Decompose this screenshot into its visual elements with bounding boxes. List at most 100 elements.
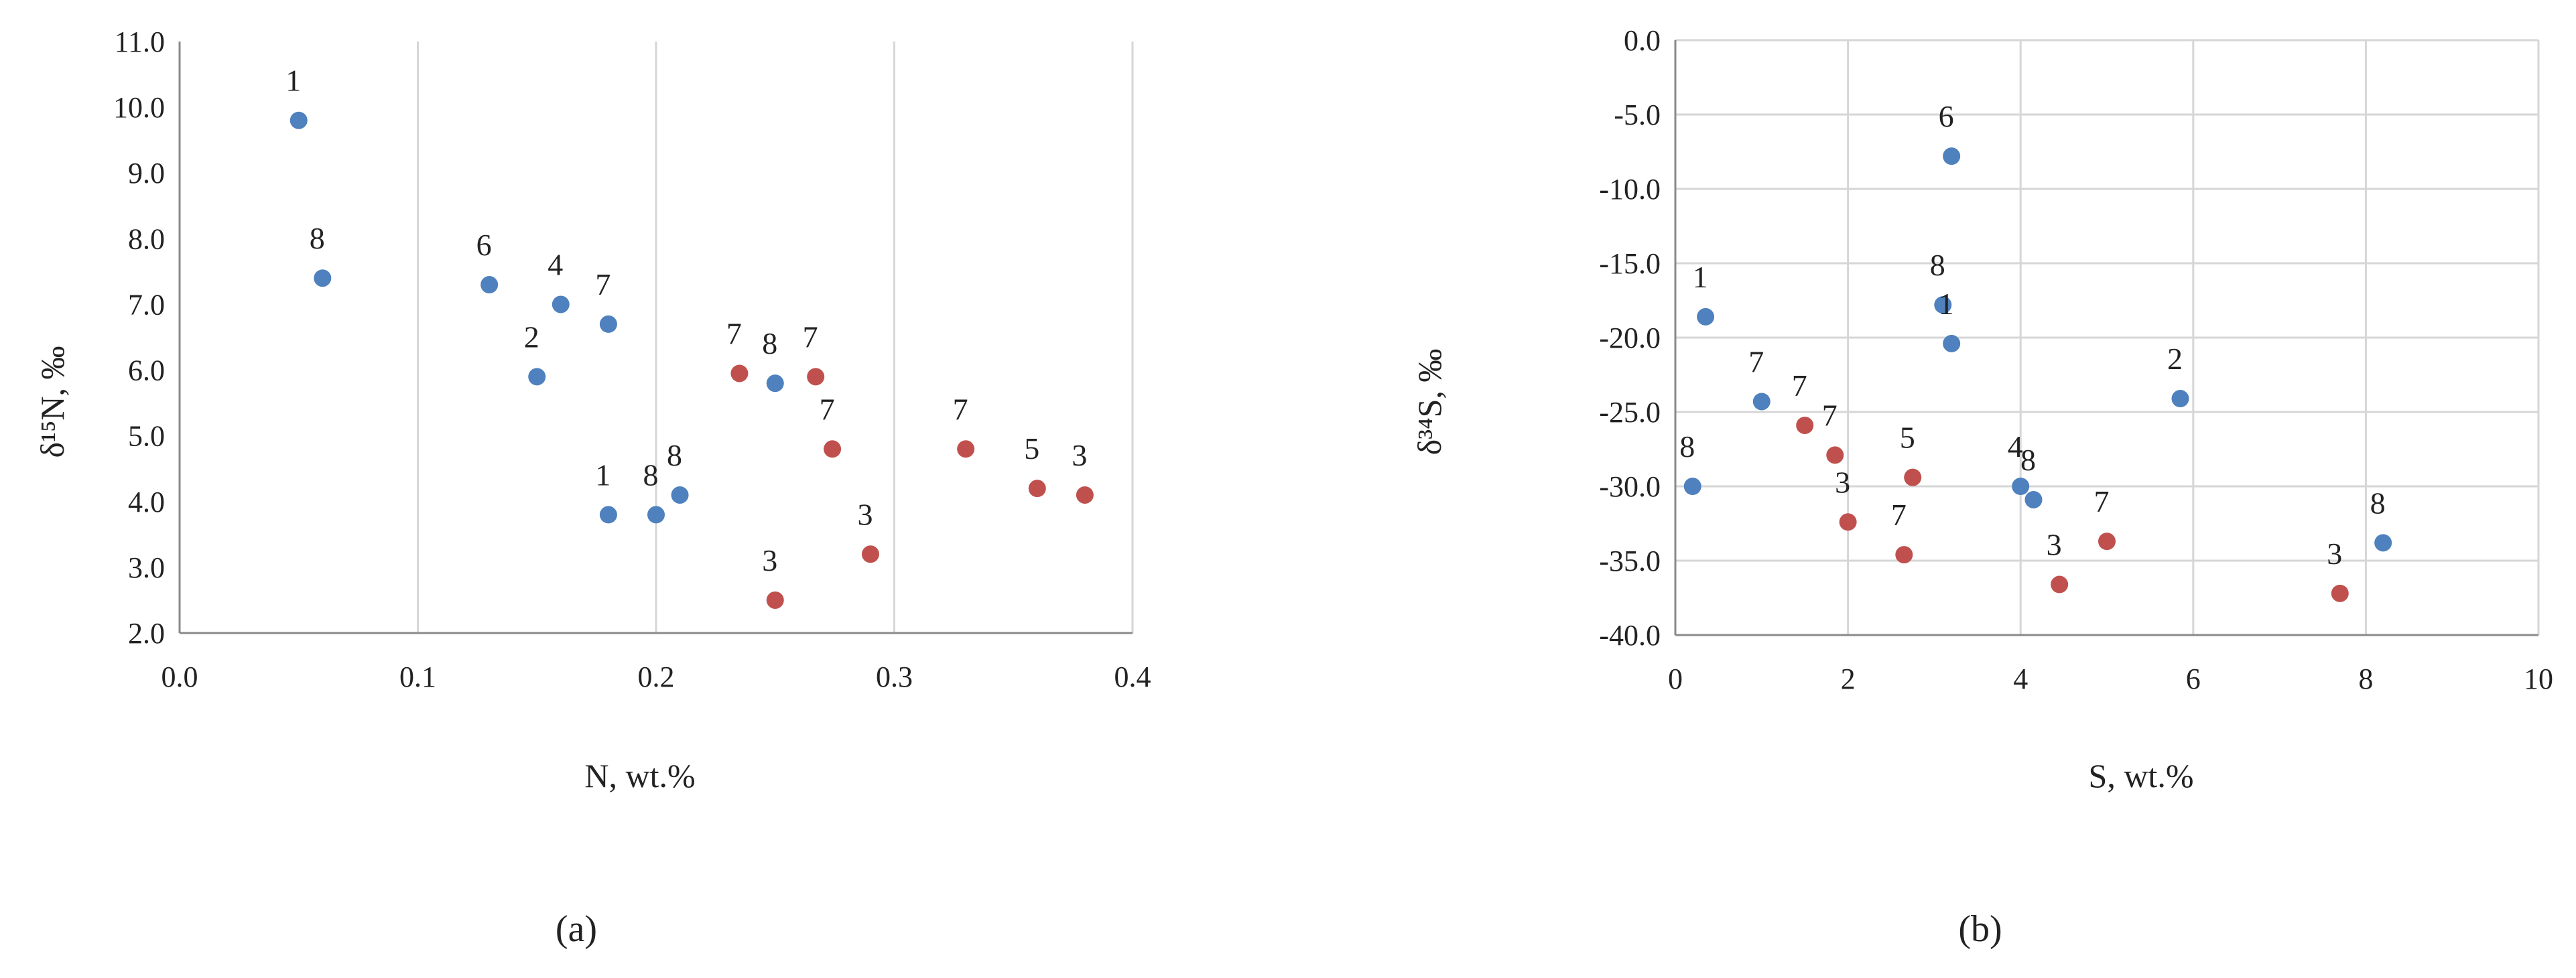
data-point-label: 1 xyxy=(285,64,301,98)
data-point xyxy=(1904,468,1922,486)
data-point xyxy=(2171,390,2189,408)
data-point-label: 4 xyxy=(548,247,563,281)
data-point xyxy=(824,440,842,458)
data-point-label: 8 xyxy=(667,438,682,472)
y-tick-label: 7.0 xyxy=(128,288,165,321)
data-point xyxy=(730,364,749,382)
data-point-label: 7 xyxy=(803,320,818,354)
x-tick-label: 0.2 xyxy=(638,660,675,693)
y-tick-label: -25.0 xyxy=(1599,396,1661,429)
grid-lines xyxy=(417,42,1134,633)
y-tick-label: -40.0 xyxy=(1599,619,1661,652)
data-point-label: 7 xyxy=(1792,368,1807,403)
data-point xyxy=(552,295,570,313)
x-tick-label: 8 xyxy=(2358,662,2373,695)
data-point-label: 3 xyxy=(2047,528,2062,562)
data-point-label: 7 xyxy=(1891,498,1907,532)
y-tick-label: 5.0 xyxy=(128,420,165,453)
x-tick-label: 2 xyxy=(1841,662,1856,695)
data-point xyxy=(2374,534,2392,552)
panel-caption: (a) xyxy=(556,908,597,950)
data-point xyxy=(1826,446,1844,464)
data-point xyxy=(1697,307,1715,326)
data-point xyxy=(2051,575,2069,593)
data-point-label: 3 xyxy=(857,497,873,531)
data-point-label: 1 xyxy=(1939,287,1954,321)
data-point-label: 4 xyxy=(2008,429,2023,464)
data-point-label: 3 xyxy=(762,543,777,577)
x-tick-label: 0 xyxy=(1668,662,1683,695)
y-tick-label: 0.0 xyxy=(1624,24,1661,57)
data-point-label: 3 xyxy=(1835,465,1850,499)
grid-lines xyxy=(1675,39,2540,635)
panel-b: -40.0 -35.0 -30.0 -25.0 -20.0 -15.0 -10.0 -5.0 0… xyxy=(1411,24,2553,950)
y-tick-labels: 2.0 3.0 4.0 5.0 6.0 7.0 8.0 9.0 10.0 11.0 xyxy=(113,25,165,650)
data-point xyxy=(807,368,825,386)
data-point xyxy=(1752,393,1770,411)
data-point-label: 7 xyxy=(595,267,610,301)
y-tick-label: -30.0 xyxy=(1599,470,1661,503)
data-point xyxy=(1839,513,1857,531)
y-tick-label: 6.0 xyxy=(128,354,165,387)
data-point xyxy=(528,368,546,386)
data-point xyxy=(599,506,617,524)
data-point-label: 1 xyxy=(595,458,610,492)
x-tick-labels: 0 2 4 6 8 10 xyxy=(1668,662,2553,695)
y-tick-label: -5.0 xyxy=(1614,98,1661,131)
data-point-label: 7 xyxy=(726,316,742,350)
y-tick-label: 3.0 xyxy=(128,551,165,584)
axes xyxy=(178,42,1133,634)
y-tick-label: 8.0 xyxy=(128,222,165,255)
data-point-label: 7 xyxy=(820,392,835,426)
x-tick-labels: 0.0 0.1 0.2 0.3 0.4 xyxy=(162,660,1151,693)
x-tick-label: 0.1 xyxy=(399,660,436,693)
data-point-label: 2 xyxy=(524,320,539,354)
data-point-label: 1 xyxy=(1693,260,1708,294)
data-point xyxy=(1943,334,1961,352)
data-point-label: 3 xyxy=(2327,537,2342,571)
y-tick-label: 4.0 xyxy=(128,486,165,518)
data-point xyxy=(480,276,499,294)
data-point-label: 8 xyxy=(643,458,659,492)
x-tick-label: 4 xyxy=(2013,662,2028,695)
data-point-label: 5 xyxy=(1900,421,1915,455)
data-point-label: 8 xyxy=(1679,429,1695,464)
data-point-label: 2 xyxy=(2167,342,2183,376)
data-point xyxy=(2012,478,2030,495)
data-point xyxy=(599,315,617,333)
data-point-label: 7 xyxy=(1822,398,1838,432)
data-point-label: 5 xyxy=(1024,431,1039,466)
y-tick-label: 11.0 xyxy=(115,25,165,58)
y-axis-title: δ¹⁵N, ‰ xyxy=(34,346,71,458)
data-point xyxy=(1683,478,1701,495)
data-point xyxy=(314,269,332,287)
x-tick-label: 0.3 xyxy=(876,660,913,693)
x-tick-label: 0.0 xyxy=(162,660,198,693)
y-tick-label: 10.0 xyxy=(113,91,165,124)
x-tick-label: 6 xyxy=(2186,662,2201,695)
x-tick-label: 10 xyxy=(2524,662,2553,695)
data-point xyxy=(1895,546,1913,564)
y-tick-label: -15.0 xyxy=(1599,247,1661,280)
x-axis-title: N, wt.% xyxy=(584,757,695,794)
y-tick-labels: -40.0 -35.0 -30.0 -25.0 -20.0 -15.0 -10.0 -5.0 0… xyxy=(1599,24,1661,652)
data-point xyxy=(647,506,665,524)
panel-a: 2.03.04.05.06.07.08.09.010.011.0 0.0 0.1 0… xyxy=(34,25,1151,950)
data-point-label: 6 xyxy=(476,228,492,262)
data-point xyxy=(861,545,879,563)
data-point xyxy=(1934,296,1952,314)
data-point xyxy=(289,111,308,129)
data-point-label: 6 xyxy=(1939,99,1954,133)
data-point-label: 8 xyxy=(2020,443,2036,477)
data-point xyxy=(671,486,689,504)
data-point-label: 7 xyxy=(1748,344,1764,378)
data-point-label: 8 xyxy=(310,221,325,255)
x-tick-label: 0.4 xyxy=(1114,660,1151,693)
y-tick-label: -10.0 xyxy=(1599,173,1661,206)
data-point-label: 7 xyxy=(953,392,968,426)
data-point xyxy=(1943,147,1961,165)
data-point-label: 8 xyxy=(762,326,777,360)
